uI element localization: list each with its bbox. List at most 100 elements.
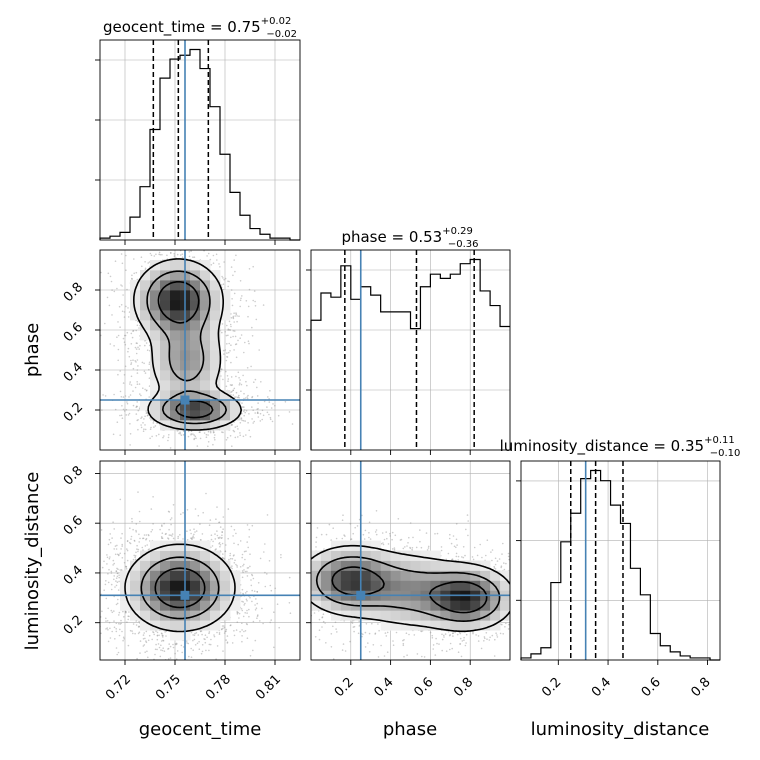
sample-point (207, 252, 210, 255)
sample-point (114, 545, 117, 547)
sample-point (266, 514, 269, 516)
sample-point (220, 284, 223, 286)
sample-point (119, 623, 122, 625)
sample-point (165, 635, 167, 637)
sample-point (207, 441, 210, 443)
density-cell (190, 370, 201, 381)
sample-point (244, 630, 247, 632)
sample-point (131, 520, 133, 523)
histogram-phase (310, 258, 510, 450)
sample-point (126, 288, 128, 291)
sample-point (106, 556, 109, 559)
sample-point (247, 394, 249, 397)
density-cell (200, 350, 211, 361)
sample-point (96, 611, 98, 613)
sample-point (144, 388, 146, 391)
sample-point (203, 432, 206, 434)
sample-point (216, 530, 218, 532)
sample-point (173, 255, 176, 257)
sample-point (135, 329, 137, 332)
sample-point (143, 428, 145, 431)
sample-point (138, 620, 140, 623)
sample-point (127, 307, 129, 309)
sample-point (230, 336, 232, 339)
sample-point (136, 544, 138, 547)
sample-point (148, 261, 151, 263)
sample-point (236, 315, 238, 317)
sample-point (216, 259, 218, 261)
sample-point (269, 418, 272, 421)
sample-point (137, 365, 139, 367)
sample-point (251, 326, 253, 329)
sample-point (91, 549, 93, 551)
sample-point (194, 632, 196, 635)
sample-point (105, 628, 107, 630)
sample-point (110, 588, 113, 591)
sample-point (106, 554, 108, 556)
sample-point (216, 631, 218, 634)
density-cell (210, 350, 221, 361)
sample-point (260, 381, 262, 383)
sample-point (213, 635, 216, 638)
sample-point (240, 334, 243, 336)
sample-point (128, 611, 130, 613)
sample-point (238, 394, 240, 397)
sample-point (151, 638, 153, 641)
sample-point (248, 268, 251, 270)
sample-point (195, 632, 198, 634)
sample-point (130, 332, 133, 335)
sample-point (233, 562, 236, 564)
sample-point (227, 508, 230, 510)
sample-point (156, 634, 159, 637)
sample-point (252, 422, 254, 424)
sample-point (123, 638, 125, 640)
sample-point (140, 426, 143, 429)
sample-point (261, 418, 264, 421)
sample-point (186, 509, 189, 511)
sample-point (259, 620, 261, 622)
sample-point (220, 628, 223, 630)
sample-point (246, 524, 249, 526)
sample-point (125, 611, 127, 614)
sample-point (153, 426, 155, 428)
sample-point (182, 430, 185, 433)
sample-point (233, 349, 235, 351)
sample-point (248, 288, 251, 291)
sample-point (241, 556, 243, 559)
sample-point (268, 401, 271, 403)
sample-point (200, 652, 203, 655)
sample-point (232, 274, 234, 277)
sample-point (166, 236, 168, 238)
sample-point (234, 315, 236, 317)
sample-point (181, 253, 184, 255)
sample-point (233, 312, 235, 315)
sample-point (233, 396, 236, 399)
sample-point (226, 375, 229, 377)
sample-point (167, 538, 170, 540)
density-cell (220, 300, 231, 311)
sample-point (139, 344, 141, 347)
sample-point (111, 289, 113, 291)
sample-point (169, 657, 172, 659)
sample-point (122, 382, 125, 384)
density-cell (160, 370, 171, 381)
density-cell (210, 390, 221, 401)
density-cell (190, 280, 201, 291)
sample-point (109, 627, 111, 630)
sample-point (120, 284, 122, 286)
sample-point (102, 394, 104, 396)
sample-point (87, 531, 89, 533)
sample-point (266, 573, 268, 575)
sample-point (205, 433, 208, 436)
sample-point (116, 553, 119, 556)
sample-point (69, 588, 71, 590)
sample-point (122, 610, 124, 613)
sample-point (246, 396, 248, 398)
sample-point (147, 639, 150, 642)
sample-point (198, 648, 201, 650)
sample-point (236, 613, 239, 615)
sample-point (209, 430, 212, 433)
sample-point (241, 640, 243, 643)
sample-point (257, 412, 259, 415)
sample-point (210, 538, 213, 541)
